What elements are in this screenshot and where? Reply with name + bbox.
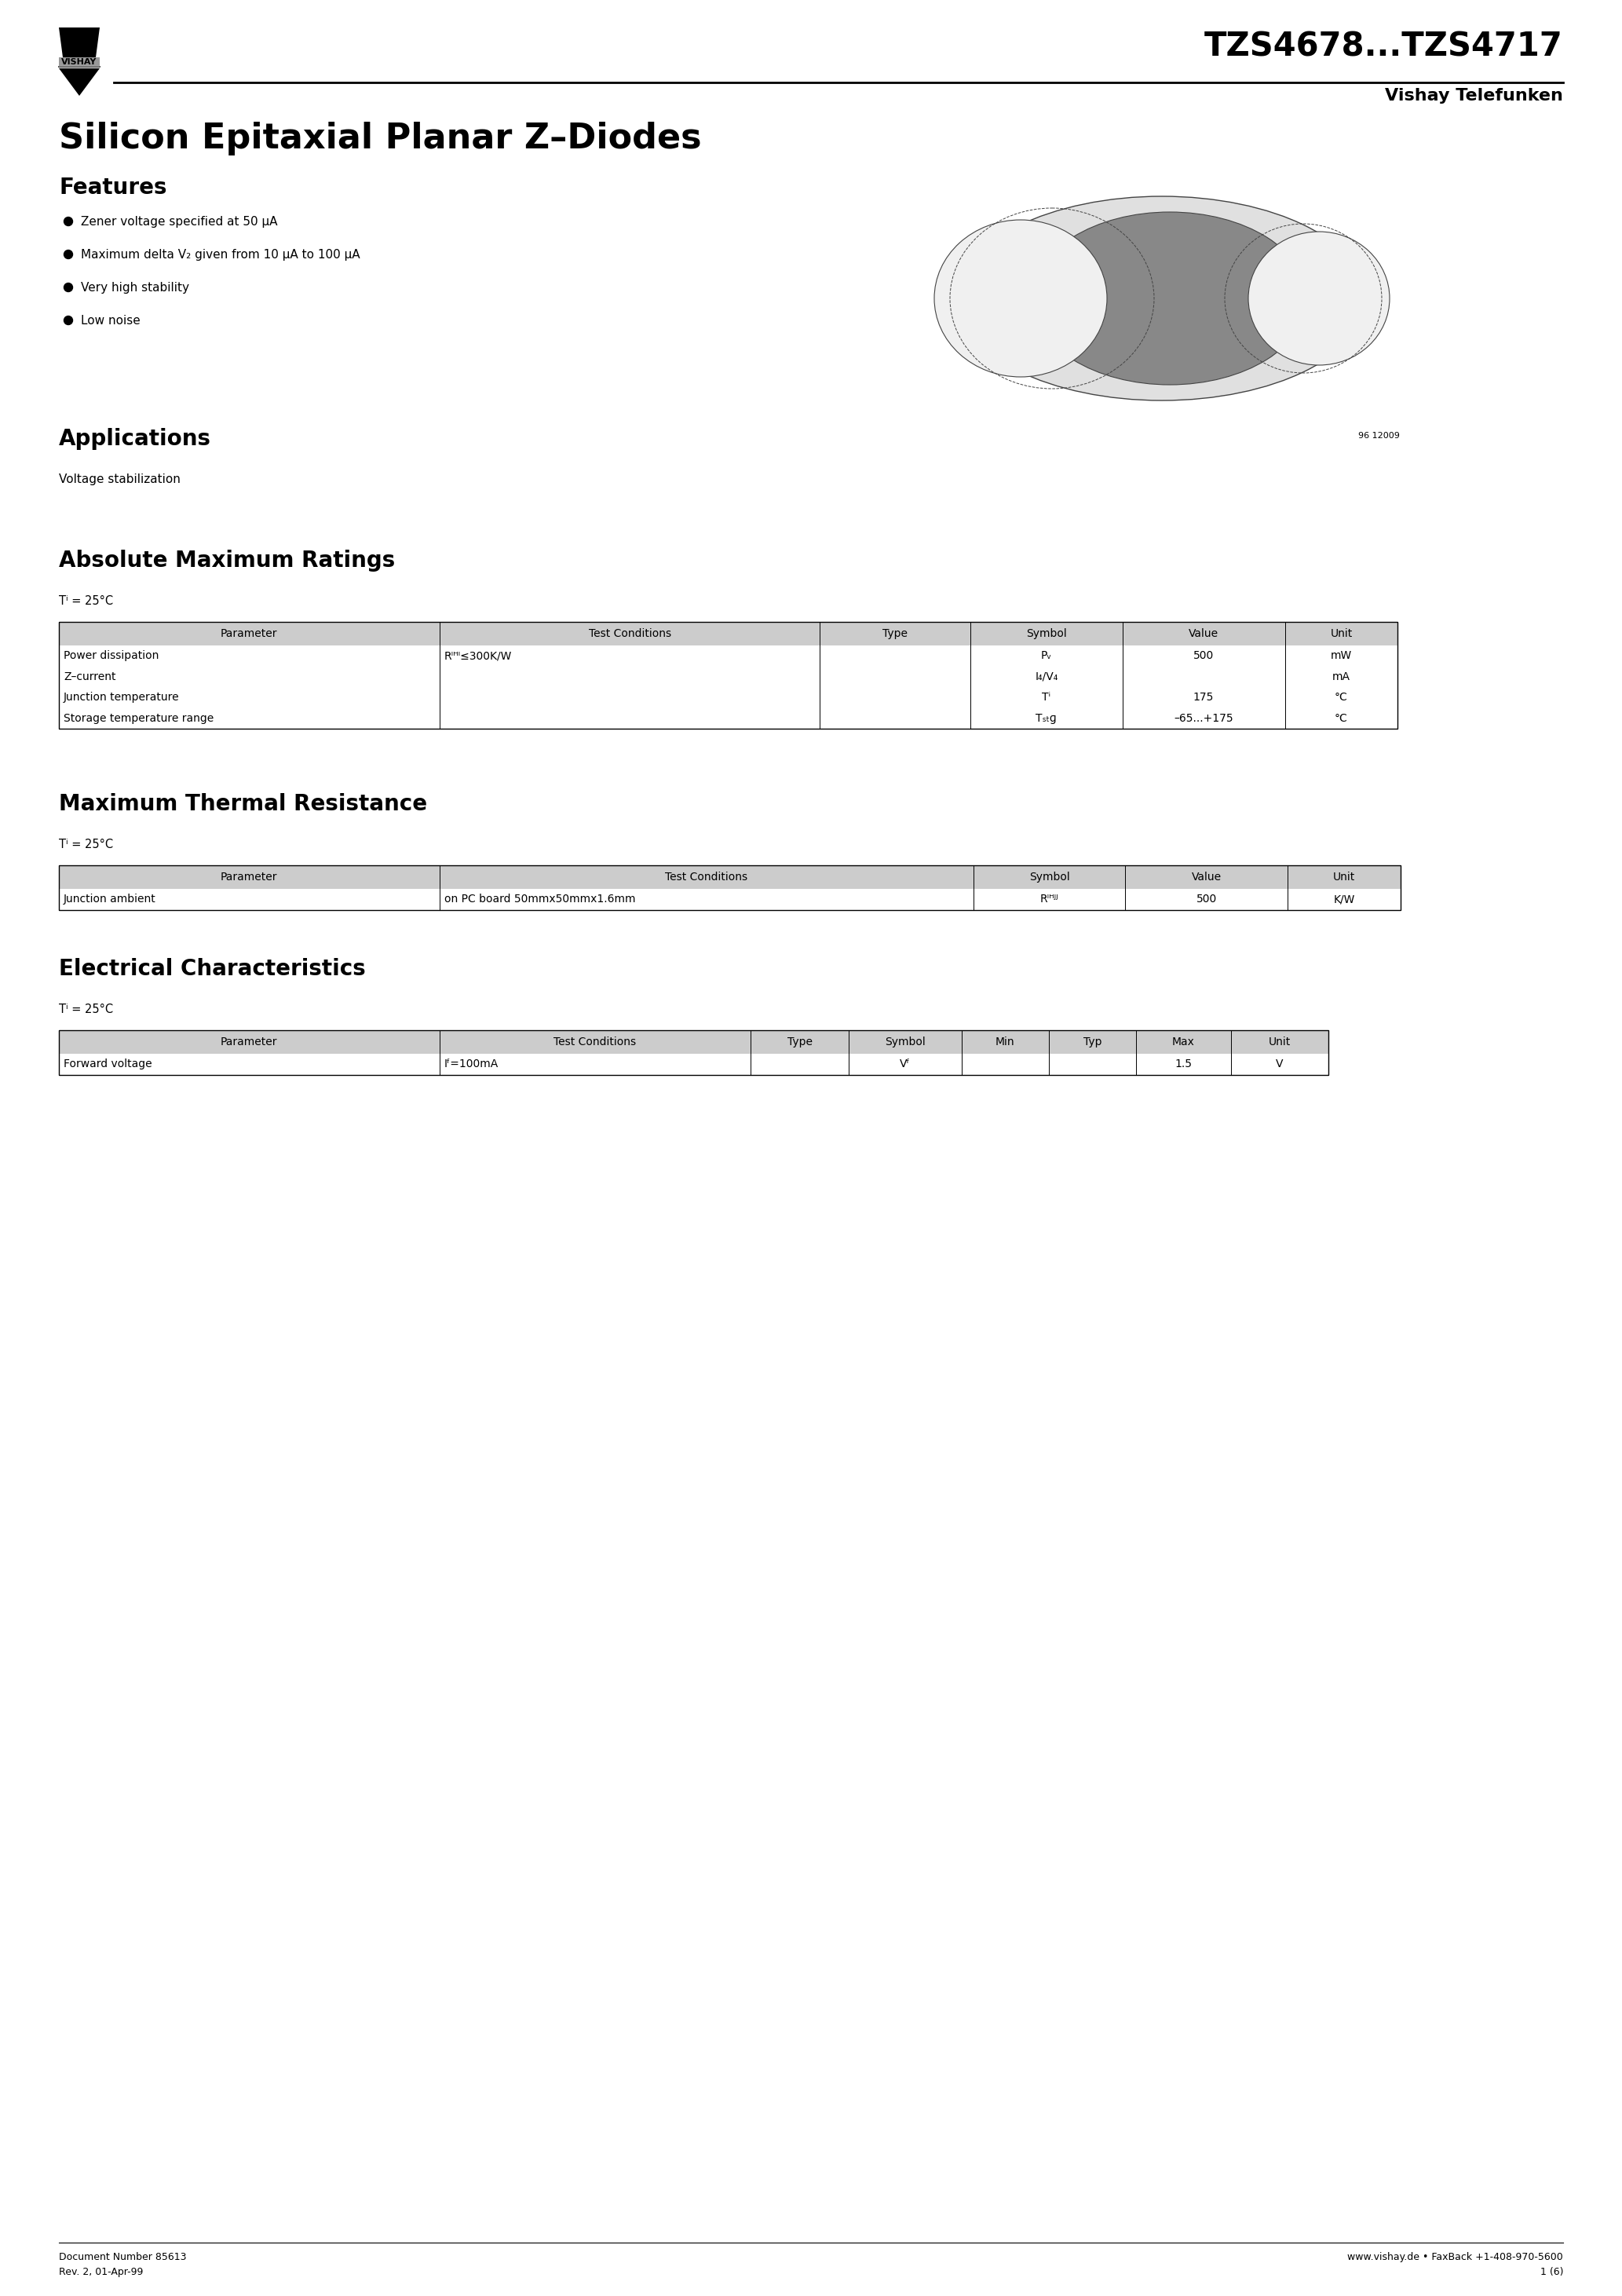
Text: Unit: Unit xyxy=(1330,629,1353,638)
Text: Typ: Typ xyxy=(1083,1035,1101,1047)
Text: Symbol: Symbol xyxy=(1028,872,1071,882)
Text: Max: Max xyxy=(1173,1035,1195,1047)
Bar xyxy=(58,622,1398,728)
Bar xyxy=(58,57,99,67)
Circle shape xyxy=(63,250,73,259)
Text: Tⁱ = 25°C: Tⁱ = 25°C xyxy=(58,838,114,850)
Text: 500: 500 xyxy=(1194,650,1213,661)
Bar xyxy=(58,889,1401,909)
Text: Tⁱ = 25°C: Tⁱ = 25°C xyxy=(58,1003,114,1015)
Text: Rᴵᴴᴶᴶ: Rᴵᴴᴶᴶ xyxy=(1040,893,1059,905)
Text: Maximum delta V₂ given from 10 μA to 100 μA: Maximum delta V₂ given from 10 μA to 100… xyxy=(81,248,360,262)
Text: Silicon Epitaxial Planar Z–Diodes: Silicon Epitaxial Planar Z–Diodes xyxy=(58,122,702,156)
Text: Power dissipation: Power dissipation xyxy=(63,650,159,661)
Text: Applications: Applications xyxy=(58,427,211,450)
Text: Absolute Maximum Ratings: Absolute Maximum Ratings xyxy=(58,549,396,572)
Ellipse shape xyxy=(1032,211,1307,386)
Ellipse shape xyxy=(1249,232,1390,365)
Ellipse shape xyxy=(959,195,1366,400)
Bar xyxy=(58,622,1398,645)
Text: 96 12009: 96 12009 xyxy=(1358,432,1400,441)
Text: Maximum Thermal Resistance: Maximum Thermal Resistance xyxy=(58,792,427,815)
Text: Rᴵᴴᴵ≤300K/W: Rᴵᴴᴵ≤300K/W xyxy=(444,650,513,661)
Text: mA: mA xyxy=(1332,670,1350,682)
Text: °C: °C xyxy=(1335,712,1348,723)
Text: Test Conditions: Test Conditions xyxy=(553,1035,636,1047)
Text: Very high stability: Very high stability xyxy=(81,282,190,294)
Text: V: V xyxy=(1277,1058,1283,1070)
Text: I₄/V₄: I₄/V₄ xyxy=(1035,670,1058,682)
Text: Test Conditions: Test Conditions xyxy=(589,629,672,638)
Bar xyxy=(58,1031,1328,1054)
Circle shape xyxy=(63,282,73,292)
Bar xyxy=(58,1054,1328,1075)
Text: Vᶠ: Vᶠ xyxy=(900,1058,910,1070)
Text: –65...+175: –65...+175 xyxy=(1174,712,1233,723)
Text: Parameter: Parameter xyxy=(221,872,277,882)
Polygon shape xyxy=(58,69,99,96)
Text: °C: °C xyxy=(1335,691,1348,703)
Text: Features: Features xyxy=(58,177,167,200)
Text: Low noise: Low noise xyxy=(81,315,141,326)
Bar xyxy=(58,707,1398,728)
Text: Tₛₜɡ: Tₛₜɡ xyxy=(1036,712,1058,723)
Text: 500: 500 xyxy=(1197,893,1216,905)
Bar xyxy=(58,645,1398,666)
Text: mW: mW xyxy=(1330,650,1353,661)
Text: Pᵥ: Pᵥ xyxy=(1041,650,1053,661)
Text: VISHAY: VISHAY xyxy=(62,57,97,67)
Bar xyxy=(58,687,1398,707)
Text: Parameter: Parameter xyxy=(221,629,277,638)
Text: Tⁱ: Tⁱ xyxy=(1041,691,1051,703)
Text: Z–current: Z–current xyxy=(63,670,115,682)
Ellipse shape xyxy=(934,220,1106,377)
Text: Symbol: Symbol xyxy=(884,1035,925,1047)
Text: Symbol: Symbol xyxy=(1027,629,1067,638)
Text: Electrical Characteristics: Electrical Characteristics xyxy=(58,957,365,980)
Bar xyxy=(58,866,1401,909)
Circle shape xyxy=(63,218,73,225)
Text: Unit: Unit xyxy=(1333,872,1356,882)
Text: Vishay Telefunken: Vishay Telefunken xyxy=(1385,87,1564,103)
Circle shape xyxy=(63,317,73,324)
Text: 175: 175 xyxy=(1194,691,1213,703)
Text: 1.5: 1.5 xyxy=(1174,1058,1192,1070)
Text: Value: Value xyxy=(1192,872,1221,882)
Text: Unit: Unit xyxy=(1268,1035,1291,1047)
Text: Document Number 85613
Rev. 2, 01-Apr-99: Document Number 85613 Rev. 2, 01-Apr-99 xyxy=(58,2252,187,2278)
Text: www.vishay.de • FaxBack +1-408-970-5600
1 (6): www.vishay.de • FaxBack +1-408-970-5600 … xyxy=(1348,2252,1564,2278)
Text: Voltage stabilization: Voltage stabilization xyxy=(58,473,180,484)
Text: Tⁱ = 25°C: Tⁱ = 25°C xyxy=(58,595,114,606)
Text: Junction temperature: Junction temperature xyxy=(63,691,180,703)
Text: Type: Type xyxy=(787,1035,813,1047)
Text: TZS4678...TZS4717: TZS4678...TZS4717 xyxy=(1205,30,1564,62)
Text: Type: Type xyxy=(882,629,908,638)
Text: Forward voltage: Forward voltage xyxy=(63,1058,152,1070)
Text: Zener voltage specified at 50 μA: Zener voltage specified at 50 μA xyxy=(81,216,277,227)
Polygon shape xyxy=(58,28,99,57)
Text: Iᶠ=100mA: Iᶠ=100mA xyxy=(444,1058,498,1070)
Text: Test Conditions: Test Conditions xyxy=(665,872,748,882)
Text: Value: Value xyxy=(1189,629,1218,638)
Text: Storage temperature range: Storage temperature range xyxy=(63,712,214,723)
Text: Junction ambient: Junction ambient xyxy=(63,893,156,905)
Text: on PC board 50mmx50mmx1.6mm: on PC board 50mmx50mmx1.6mm xyxy=(444,893,636,905)
Bar xyxy=(58,866,1401,889)
Text: Parameter: Parameter xyxy=(221,1035,277,1047)
Text: Min: Min xyxy=(996,1035,1015,1047)
Text: K/W: K/W xyxy=(1333,893,1354,905)
Bar xyxy=(58,666,1398,687)
Bar xyxy=(58,1031,1328,1075)
